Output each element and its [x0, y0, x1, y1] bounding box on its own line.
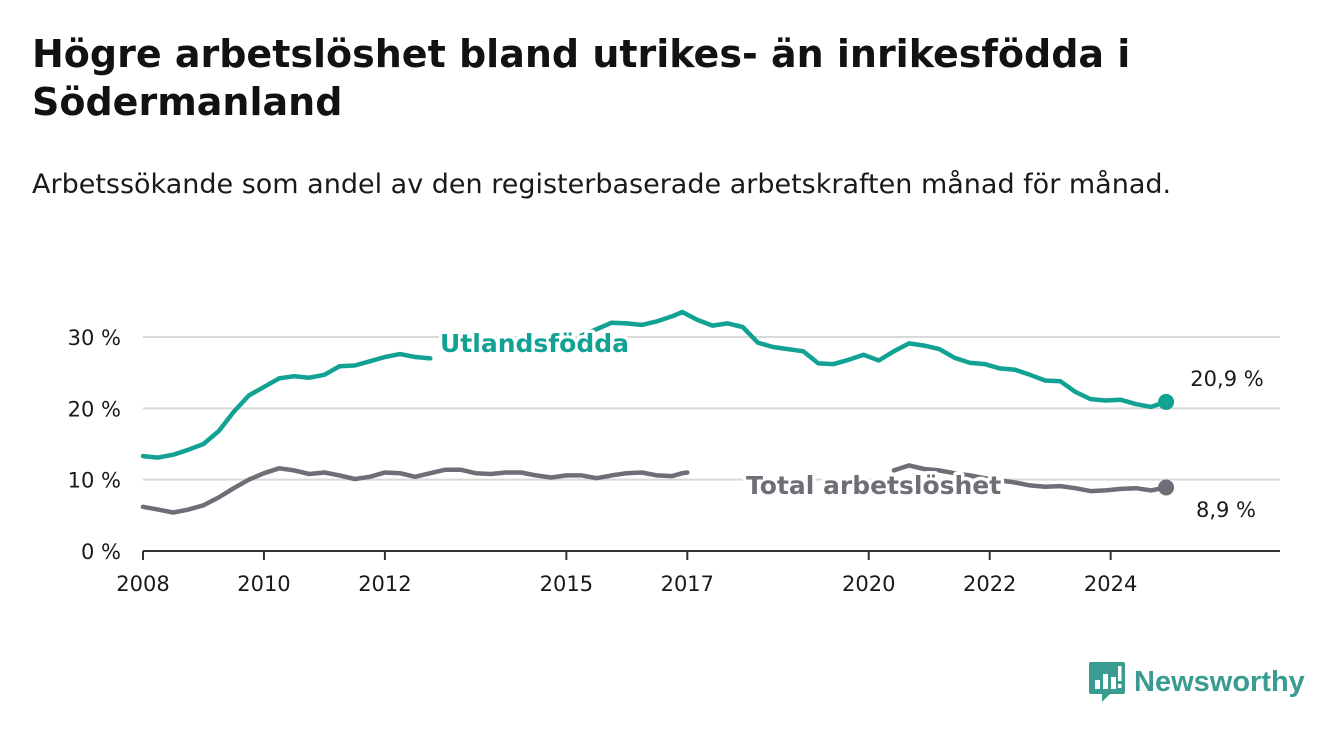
- series-name-utlandsfodda: Utlandsfödda: [440, 329, 629, 358]
- brand-name: Newsworthy: [1134, 665, 1305, 698]
- y-tick-label: 20 %: [68, 397, 121, 421]
- series-line-utlandsfodda: [140, 309, 1169, 460]
- chart-title: Högre arbetslöshet bland utrikes- än inr…: [32, 32, 1131, 124]
- end-label-total: 8,9 %: [1196, 498, 1256, 522]
- y-tick-labels: 0 % 10 % 20 % 30 %: [68, 326, 121, 564]
- series-endpoint-utlandsfodda: [1158, 393, 1175, 410]
- x-tick-label: 2012: [358, 572, 411, 596]
- bar-chart-exclamation-icon: [1089, 662, 1125, 702]
- y-tick-label: 10 %: [68, 469, 121, 493]
- series-endpoint-total: [1158, 479, 1175, 496]
- y-tick-label: 30 %: [68, 326, 121, 350]
- series-name-total: Total arbetslöshet: [746, 471, 1001, 500]
- series-lines: [140, 309, 1175, 515]
- series-line-total: [140, 463, 1169, 515]
- brand-logo: Newsworthy: [1088, 660, 1305, 704]
- x-tick-label: 2015: [540, 572, 593, 596]
- y-tick-label: 0 %: [81, 540, 121, 564]
- x-axis: 2008 2010 2012 2015 2017 2020 2022 2024: [116, 550, 1280, 596]
- chart-subtitle: Arbetssökande som andel av den registerb…: [32, 169, 1172, 200]
- x-tick-label: 2017: [661, 572, 714, 596]
- x-tick-label: 2022: [963, 572, 1016, 596]
- series-labels: Utlandsfödda Total arbetslöshet 20,9 % 8,9 …: [437, 326, 1264, 523]
- x-tick-label: 2020: [842, 572, 895, 596]
- end-label-utlandsfodda: 20,9 %: [1190, 367, 1263, 391]
- x-tick-label: 2010: [237, 572, 290, 596]
- x-tick-label: 2024: [1084, 572, 1137, 596]
- gridlines: [143, 336, 1280, 481]
- x-tick-label: 2008: [116, 572, 169, 596]
